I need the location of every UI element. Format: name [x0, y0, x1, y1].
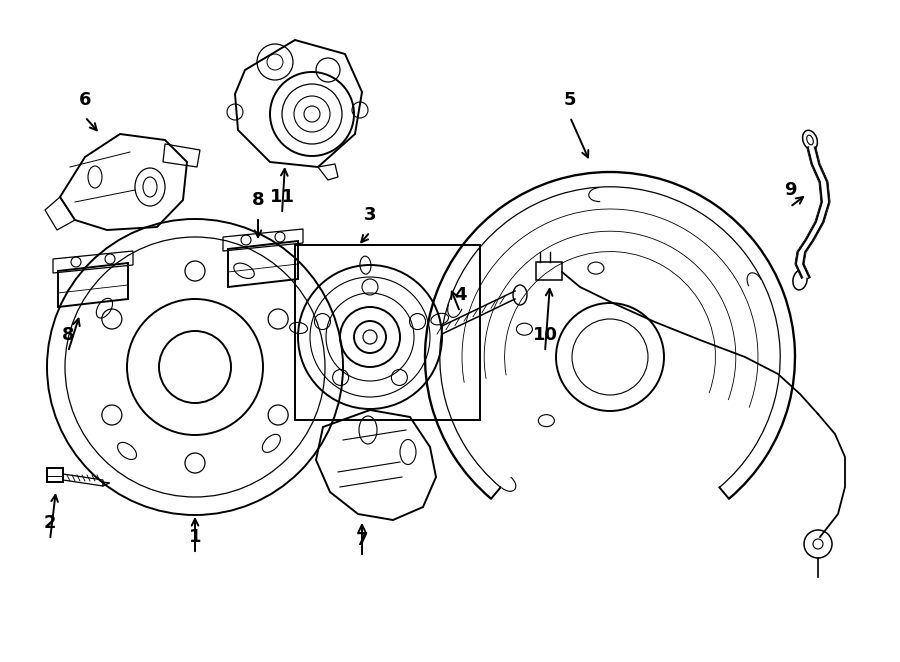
Polygon shape — [816, 202, 829, 222]
Polygon shape — [798, 240, 813, 252]
Polygon shape — [806, 222, 823, 240]
Text: 2: 2 — [44, 514, 56, 532]
Text: 4: 4 — [454, 286, 466, 304]
Bar — [47, 468, 63, 482]
Polygon shape — [796, 264, 809, 277]
Polygon shape — [812, 164, 827, 182]
Text: 8: 8 — [62, 326, 75, 344]
Text: 3: 3 — [364, 206, 376, 224]
Text: 1: 1 — [189, 528, 202, 546]
Text: 6: 6 — [79, 91, 91, 109]
Text: 5: 5 — [563, 91, 576, 109]
Text: 10: 10 — [533, 326, 557, 344]
Bar — [295, 245, 480, 420]
Polygon shape — [796, 252, 805, 264]
Text: 9: 9 — [784, 181, 796, 199]
Bar — [536, 262, 562, 280]
Polygon shape — [808, 148, 819, 164]
Text: 7: 7 — [356, 531, 368, 549]
Polygon shape — [820, 182, 829, 202]
Text: 8: 8 — [252, 191, 265, 209]
Text: 11: 11 — [269, 188, 294, 206]
